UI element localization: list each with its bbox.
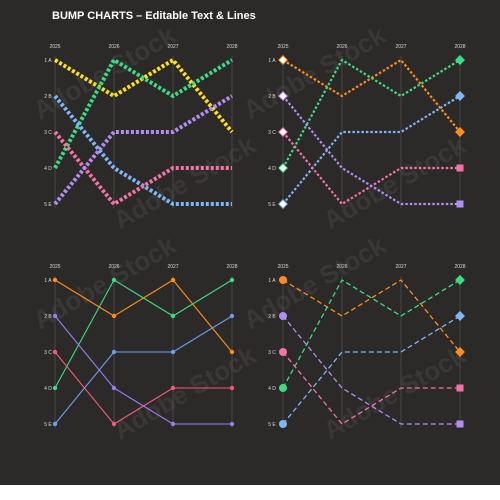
watermark-text: Adobe Stock <box>108 129 261 235</box>
data-marker <box>170 385 176 391</box>
watermark-text: Adobe Stock <box>108 339 261 445</box>
data-marker <box>278 127 288 137</box>
y-tick-label: 4 D <box>268 166 276 172</box>
x-tick-label: 2026 <box>336 264 347 270</box>
data-marker <box>111 349 117 355</box>
data-marker <box>52 385 58 391</box>
data-marker <box>279 420 287 428</box>
y-tick-label: 4 D <box>268 386 276 392</box>
data-marker <box>229 385 235 391</box>
data-marker <box>279 384 287 392</box>
data-marker <box>456 384 464 392</box>
series-line <box>282 95 460 206</box>
series-line <box>282 58 461 169</box>
page-title: BUMP CHARTS – Editable Text & Lines <box>52 10 256 22</box>
data-marker <box>170 277 176 283</box>
data-marker <box>455 127 465 137</box>
x-tick-label: 2028 <box>454 264 465 270</box>
data-marker <box>456 164 464 172</box>
data-marker <box>456 420 464 428</box>
watermark-text: Adobe Stock <box>238 229 391 335</box>
data-marker <box>52 313 58 319</box>
watermark-text: Adobe Stock <box>28 19 181 125</box>
x-tick-label: 2028 <box>454 44 465 50</box>
data-marker <box>170 421 176 427</box>
y-tick-label: 2 B <box>268 94 276 100</box>
data-marker <box>278 163 288 173</box>
y-tick-label: 1 A <box>44 278 52 284</box>
data-marker <box>229 277 235 283</box>
data-marker <box>229 349 235 355</box>
bump-chart-2: 2025 2026 2027 2028 1 A 2 B 3 C 4 D 5 E <box>268 44 466 209</box>
y-tick-label: 3 C <box>268 130 276 136</box>
series-line <box>282 315 461 425</box>
data-marker <box>111 421 117 427</box>
series-line <box>282 279 461 353</box>
y-tick-label: 5 E <box>44 422 52 428</box>
data-marker <box>278 55 288 65</box>
x-tick-label: 2026 <box>108 264 119 270</box>
y-tick-label: 2 B <box>44 94 52 100</box>
data-marker <box>52 421 58 427</box>
y-tick-label: 3 C <box>44 130 52 136</box>
data-marker <box>111 385 117 391</box>
data-marker <box>170 313 176 319</box>
series-line <box>282 279 461 389</box>
data-marker <box>111 277 117 283</box>
data-marker <box>455 311 465 321</box>
x-tick-label: 2025 <box>277 264 288 270</box>
x-tick-label: 2027 <box>167 44 178 50</box>
data-marker <box>52 349 58 355</box>
x-tick-label: 2028 <box>226 44 237 50</box>
bump-chart-3: 2025 2026 2027 2028 1 A 2 B 3 C 4 D 5 E <box>44 264 238 428</box>
x-tick-label: 2027 <box>167 264 178 270</box>
data-marker <box>456 200 464 208</box>
y-tick-label: 3 C <box>268 350 276 356</box>
x-tick-label: 2026 <box>108 44 119 50</box>
bump-chart-1: 2025 2026 2027 2028 1 A 2 B 3 C 4 D 5 E <box>44 44 238 208</box>
data-marker <box>279 312 287 320</box>
data-marker <box>111 313 117 319</box>
y-tick-label: 4 D <box>44 166 52 172</box>
series-line <box>54 279 233 389</box>
data-marker <box>455 347 465 357</box>
data-marker <box>278 199 288 209</box>
bottom-bar <box>0 485 500 500</box>
data-marker <box>278 91 288 101</box>
y-tick-label: 1 A <box>268 58 276 64</box>
data-marker <box>279 348 287 356</box>
y-tick-label: 4 D <box>44 386 52 392</box>
data-marker <box>52 277 58 283</box>
watermark-text: Adobe Stock <box>318 129 471 235</box>
y-tick-label: 5 E <box>268 422 276 428</box>
y-tick-label: 5 E <box>268 202 276 208</box>
x-tick-label: 2028 <box>226 264 237 270</box>
series-line <box>53 58 234 169</box>
series-line <box>53 94 234 206</box>
data-marker <box>229 421 235 427</box>
data-marker <box>229 313 235 319</box>
data-marker <box>455 91 465 101</box>
x-tick-label: 2025 <box>49 264 60 270</box>
y-tick-label: 1 A <box>44 58 52 64</box>
bump-chart-4: 2025 2026 2027 2028 1 A 2 B 3 C 4 D 5 E <box>268 264 466 428</box>
x-tick-label: 2025 <box>49 44 60 50</box>
data-marker <box>170 349 176 355</box>
y-tick-label: 5 E <box>44 202 52 208</box>
y-tick-label: 1 A <box>268 278 276 284</box>
x-tick-label: 2026 <box>336 44 347 50</box>
x-tick-label: 2027 <box>395 44 406 50</box>
x-tick-label: 2027 <box>395 264 406 270</box>
data-marker <box>279 276 287 284</box>
y-tick-label: 2 B <box>268 314 276 320</box>
y-tick-label: 3 C <box>44 350 52 356</box>
data-marker <box>455 275 465 285</box>
data-marker <box>455 55 465 65</box>
x-tick-label: 2025 <box>277 44 288 50</box>
y-tick-label: 2 B <box>44 314 52 320</box>
series-line <box>54 315 232 425</box>
watermark-text: Adobe Stock <box>238 19 391 125</box>
